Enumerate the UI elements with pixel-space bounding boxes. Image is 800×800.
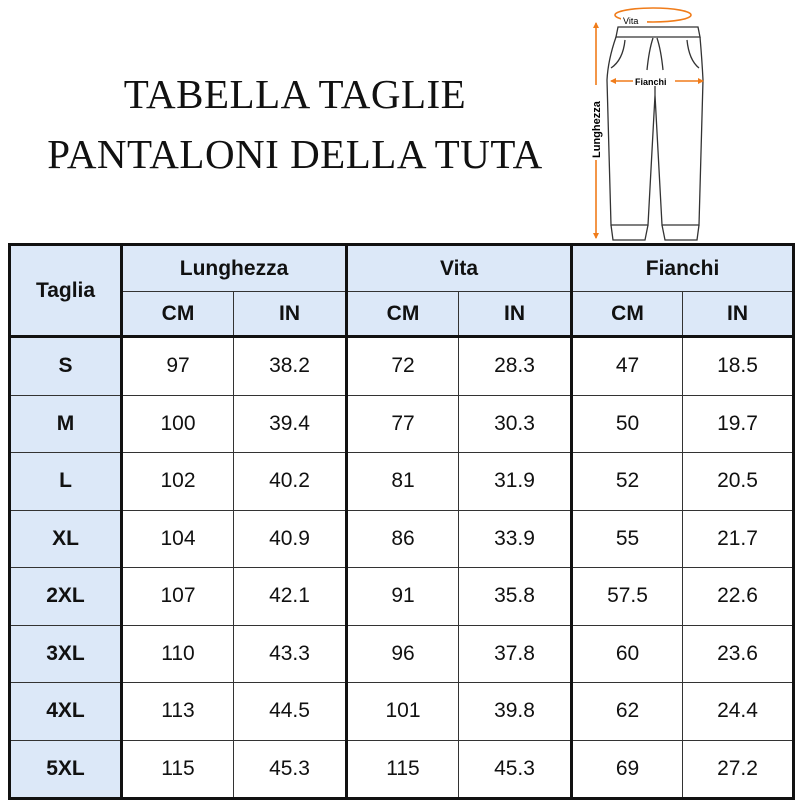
unit-header: IN	[233, 291, 348, 338]
value-cell: 110	[121, 624, 234, 683]
value-cell: 50	[571, 394, 684, 453]
size-table: Taglia Lunghezza Vita Fianchi CM IN CM I…	[8, 243, 796, 800]
value-cell: 40.9	[233, 509, 348, 568]
value-cell: 39.4	[233, 394, 348, 453]
value-cell: 43.3	[233, 624, 348, 683]
title-line-1: TABELLA TAGLIE	[123, 71, 467, 117]
group-header-length: Lunghezza	[121, 243, 348, 292]
unit-header: CM	[121, 291, 234, 338]
value-cell: 72	[346, 336, 459, 396]
value-cell: 33.9	[457, 509, 574, 568]
value-cell: 100	[121, 394, 234, 453]
value-cell: 45.3	[233, 739, 348, 800]
unit-header: IN	[682, 291, 796, 338]
value-cell: 91	[346, 567, 459, 626]
table-row: L 102 40.2 81 31.9 52 20.5	[8, 452, 796, 511]
waist-label: Vita	[623, 16, 638, 26]
value-cell: 104	[121, 509, 234, 568]
value-cell: 31.9	[457, 452, 574, 511]
size-cell: 3XL	[8, 624, 123, 683]
value-cell: 115	[121, 739, 234, 800]
value-cell: 52	[571, 452, 684, 511]
value-cell: 37.8	[457, 624, 574, 683]
value-cell: 107	[121, 567, 234, 626]
value-cell: 86	[346, 509, 459, 568]
value-cell: 69	[571, 739, 684, 800]
value-cell: 101	[346, 682, 459, 741]
table-row: 5XL 115 45.3 115 45.3 69 27.2	[8, 739, 796, 800]
value-cell: 18.5	[682, 336, 796, 396]
value-cell: 60	[571, 624, 684, 683]
size-cell: 5XL	[8, 739, 123, 800]
value-cell: 20.5	[682, 452, 796, 511]
unit-header: CM	[571, 291, 684, 338]
value-cell: 39.8	[457, 682, 574, 741]
value-cell: 97	[121, 336, 234, 396]
value-cell: 40.2	[233, 452, 348, 511]
table-row: 3XL 110 43.3 96 37.8 60 23.6	[8, 624, 796, 683]
table-row: S 97 38.2 72 28.3 47 18.5	[8, 336, 796, 396]
table-row: XL 104 40.9 86 33.9 55 21.7	[8, 509, 796, 568]
value-cell: 23.6	[682, 624, 796, 683]
value-cell: 81	[346, 452, 459, 511]
value-cell: 57.5	[571, 567, 684, 626]
value-cell: 47	[571, 336, 684, 396]
value-cell: 113	[121, 682, 234, 741]
title-line-2: PANTALONI DELLA TUTA	[47, 131, 543, 177]
group-header-hips: Fianchi	[571, 243, 796, 292]
value-cell: 21.7	[682, 509, 796, 568]
size-cell: 2XL	[8, 567, 123, 626]
value-cell: 35.8	[457, 567, 574, 626]
size-cell: S	[8, 336, 123, 396]
table-row: 2XL 107 42.1 91 35.8 57.5 22.6	[8, 567, 796, 626]
table-row: M 100 39.4 77 30.3 50 19.7	[8, 394, 796, 453]
table-row: 4XL 113 44.5 101 39.8 62 24.4	[8, 682, 796, 741]
value-cell: 19.7	[682, 394, 796, 453]
unit-header: CM	[346, 291, 459, 338]
value-cell: 22.6	[682, 567, 796, 626]
value-cell: 38.2	[233, 336, 348, 396]
size-cell: 4XL	[8, 682, 123, 741]
value-cell: 42.1	[233, 567, 348, 626]
size-cell: L	[8, 452, 123, 511]
value-cell: 27.2	[682, 739, 796, 800]
size-cell: XL	[8, 509, 123, 568]
length-label: Lunghezza	[591, 100, 603, 158]
pants-illustration: Vita Fianchi Lunghezza	[589, 7, 704, 241]
value-cell: 30.3	[457, 394, 574, 453]
value-cell: 45.3	[457, 739, 574, 800]
size-header: Taglia	[8, 243, 123, 338]
value-cell: 102	[121, 452, 234, 511]
group-header-waist: Vita	[345, 243, 574, 292]
value-cell: 77	[346, 394, 459, 453]
unit-header: IN	[457, 291, 574, 338]
value-cell: 62	[571, 682, 684, 741]
value-cell: 96	[346, 624, 459, 683]
value-cell: 55	[571, 509, 684, 568]
value-cell: 115	[346, 739, 459, 800]
size-cell: M	[8, 394, 123, 453]
value-cell: 44.5	[233, 682, 348, 741]
value-cell: 24.4	[682, 682, 796, 741]
hip-label: Fianchi	[635, 77, 667, 87]
value-cell: 28.3	[457, 336, 574, 396]
